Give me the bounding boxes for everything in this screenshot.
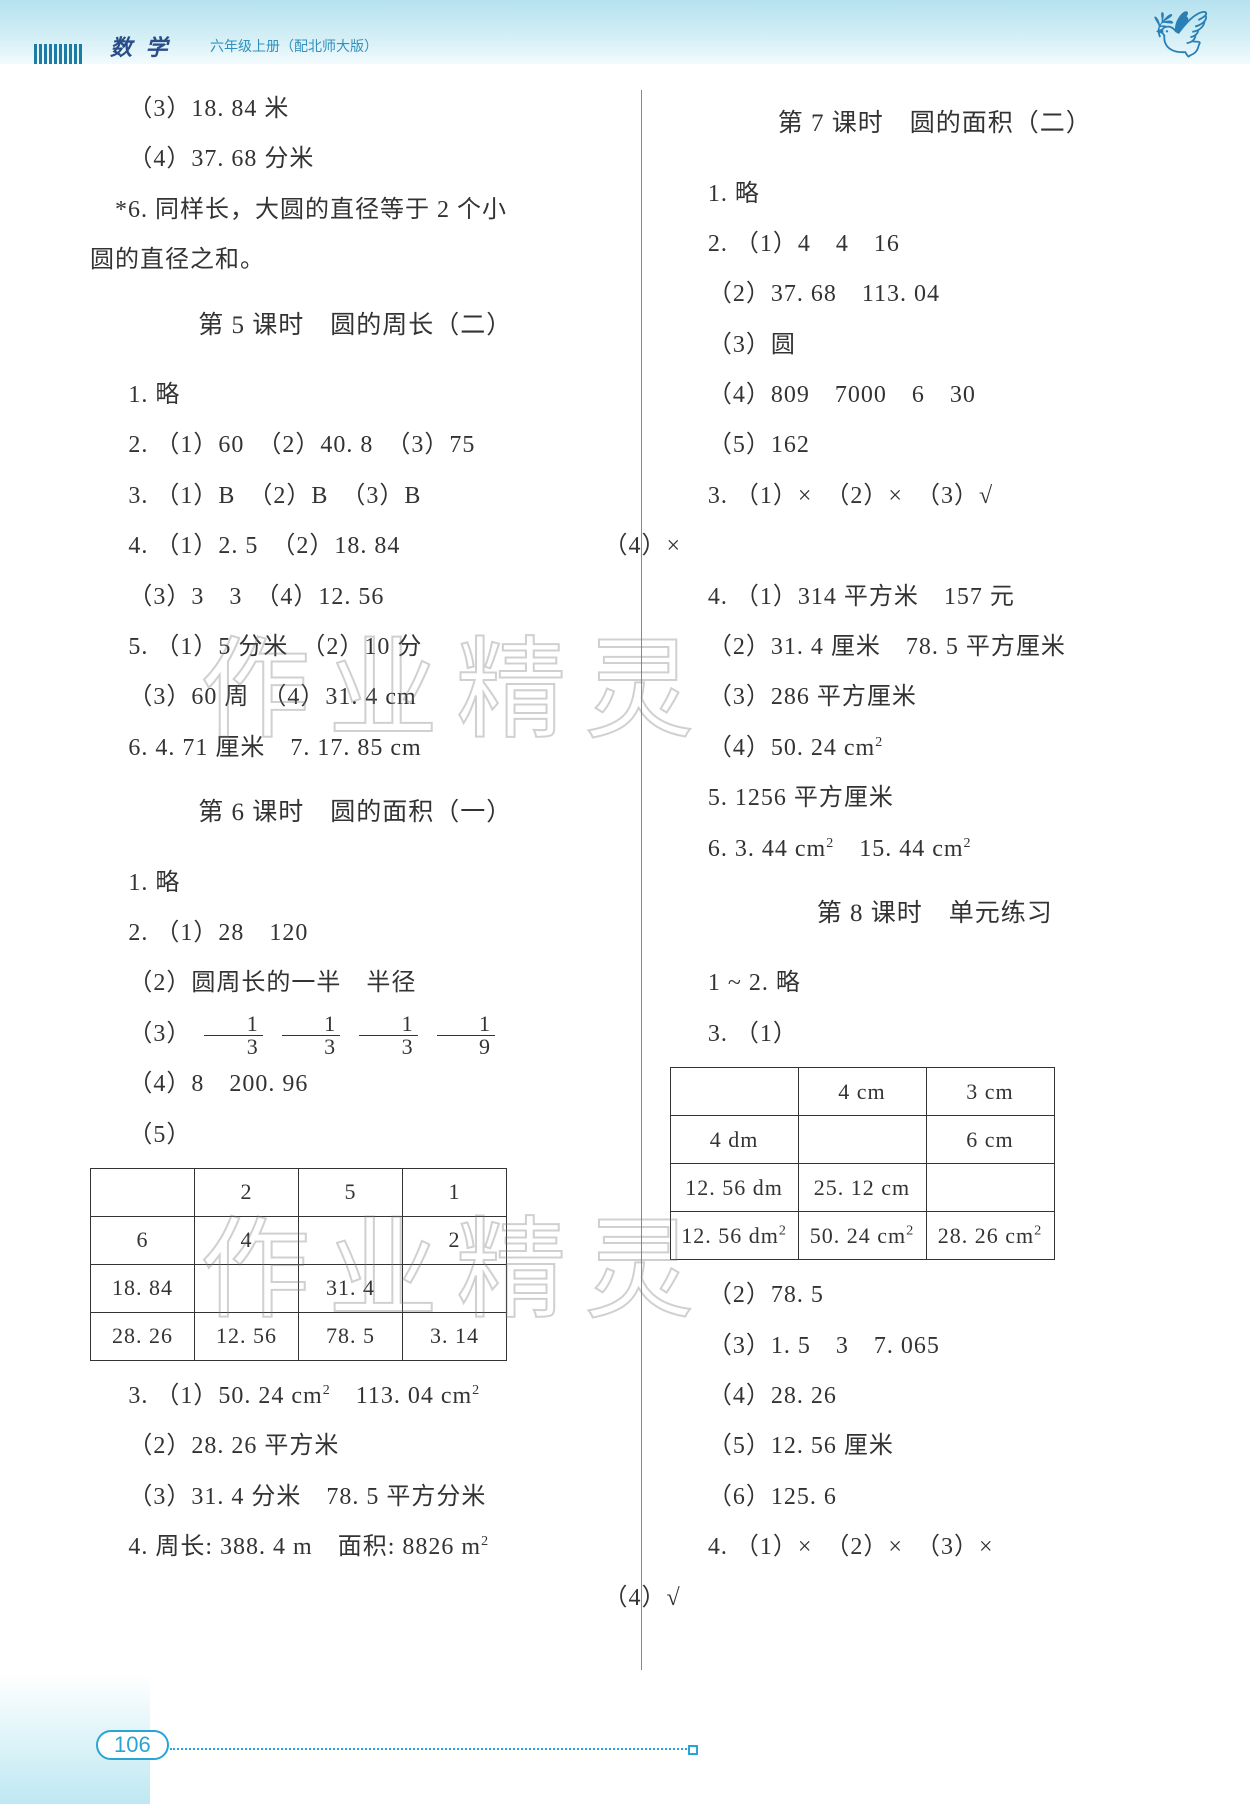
table-row: 642 [91,1217,507,1265]
table-row: 28. 2612. 5678. 53. 14 [91,1313,507,1361]
text-line: （2）37. 68 113. 04 [670,269,1201,319]
footer-dot-icon [688,1745,698,1755]
page-footer: 106 [0,1674,1250,1804]
barcode-decoration [34,44,82,64]
text-line: 2. （1）28 120 [90,908,621,958]
text-line: （6）125. 6 [670,1472,1201,1522]
text-line: （3）圆 [670,320,1201,370]
table-row: 18. 8431. 4 [91,1265,507,1313]
text-line: 3. （1）× （2）× （3）√ [670,471,1201,521]
text-line: 圆的直径之和。 [90,235,621,285]
text-line: 6. 4. 71 厘米 7. 17. 85 cm [90,723,621,773]
table-row: 4 cm3 cm [670,1068,1054,1116]
text-line: （4）50. 24 cm2 [670,723,1201,773]
text-line: （2）78. 5 [670,1270,1201,1320]
table-row: 251 [91,1169,507,1217]
section-title-6: 第 6 课时 圆的面积（一） [90,787,621,840]
text-line: 5. 1256 平方厘米 [670,773,1201,823]
fraction: 13 [359,1013,417,1058]
section-title-5: 第 5 课时 圆的周长（二） [90,300,621,353]
text-line: （2）28. 26 平方米 [90,1421,621,1471]
text-line: 5. （1）5 分米 （2）10 分 [90,622,621,672]
text-line: （3）3 3 （4）12. 56 [90,572,621,622]
text-line: 1. 略 [90,370,621,420]
page-body: （3）18. 84 米 （4）37. 68 分米 *6. 同样长，大圆的直径等于… [0,64,1250,1670]
bird-icon: 🕊 [1152,8,1210,62]
text-line: （4）28. 26 [670,1371,1201,1421]
text-line: 1. 略 [670,169,1201,219]
left-column: （3）18. 84 米 （4）37. 68 分米 *6. 同样长，大圆的直径等于… [90,84,641,1670]
table-row: 12. 56 dm250. 24 cm228. 26 cm2 [670,1212,1054,1260]
text-line: （3）60 周 （4）31. 4 cm [90,672,621,722]
text-line: （2）31. 4 厘米 78. 5 平方厘米 [670,622,1201,672]
text-line: （3）31. 4 分米 78. 5 平方分米 [90,1472,621,1522]
text-line: 4. （1）2. 5 （2）18. 84 [90,521,621,571]
text-line: 4. 周长: 388. 4 m 面积: 8826 m2 [90,1522,621,1572]
table-right: 4 cm3 cm 4 dm6 cm 12. 56 dm25. 12 cm 12.… [670,1067,1055,1260]
subject-subtitle: 六年级上册（配北师大版） [210,36,378,56]
text-line: （2）圆周长的一半 半径 [90,958,621,1008]
fraction-label: （3） [128,1021,191,1047]
right-column: 第 7 课时 圆的面积（二） 1. 略 2. （1）4 4 16 （2）37. … [642,84,1201,1670]
page-header: 数 学 六年级上册（配北师大版） 🕊 [0,0,1250,64]
page-number: 106 [96,1730,169,1760]
text-line: 2. （1）60 （2）40. 8 （3）75 [90,420,621,470]
text-line: （5）12. 56 厘米 [670,1421,1201,1471]
text-line: *6. 同样长，大圆的直径等于 2 个小 [90,185,621,235]
text-line: （4）× [604,521,1201,571]
text-line: （5） [90,1110,621,1160]
table-left: 251 642 18. 8431. 4 28. 2612. 5678. 53. … [90,1168,507,1361]
text-line: （5）162 [670,420,1201,470]
text-line: 4. （1）314 平方米 157 元 [670,572,1201,622]
text-line: 2. （1）4 4 16 [670,219,1201,269]
text-line: 1. 略 [90,858,621,908]
fraction-line: （3） 13 13 13 19 [90,1009,621,1059]
text-line: 1 ~ 2. 略 [670,958,1201,1008]
text-line: 3. （1）B （2）B （3）B [90,471,621,521]
footer-dotline [170,1748,690,1750]
fraction: 13 [282,1013,340,1058]
text-line: （4）809 7000 6 30 [670,370,1201,420]
fraction: 13 [204,1013,262,1058]
text-line: （3）286 平方厘米 [670,672,1201,722]
section-title-8: 第 8 课时 单元练习 [670,888,1201,941]
text-line: （3）1. 5 3 7. 065 [670,1321,1201,1371]
fraction: 19 [437,1013,495,1058]
text-line: （4）√ [604,1573,1201,1623]
table-row: 4 dm6 cm [670,1116,1054,1164]
subject-title: 数 学 [110,30,172,62]
text-line: 3. （1） [670,1009,1201,1059]
text-line: 4. （1）× （2）× （3）× [670,1522,1201,1572]
text-line: 6. 3. 44 cm2 15. 44 cm2 [670,824,1201,874]
text-line: （4）37. 68 分米 [90,134,621,184]
table-row: 12. 56 dm25. 12 cm [670,1164,1054,1212]
text-line: （3）18. 84 米 [90,84,621,134]
text-line: 3. （1）50. 24 cm2 113. 04 cm2 [90,1371,621,1421]
section-title-7: 第 7 课时 圆的面积（二） [670,98,1201,151]
text-line: （4）8 200. 96 [90,1059,621,1109]
